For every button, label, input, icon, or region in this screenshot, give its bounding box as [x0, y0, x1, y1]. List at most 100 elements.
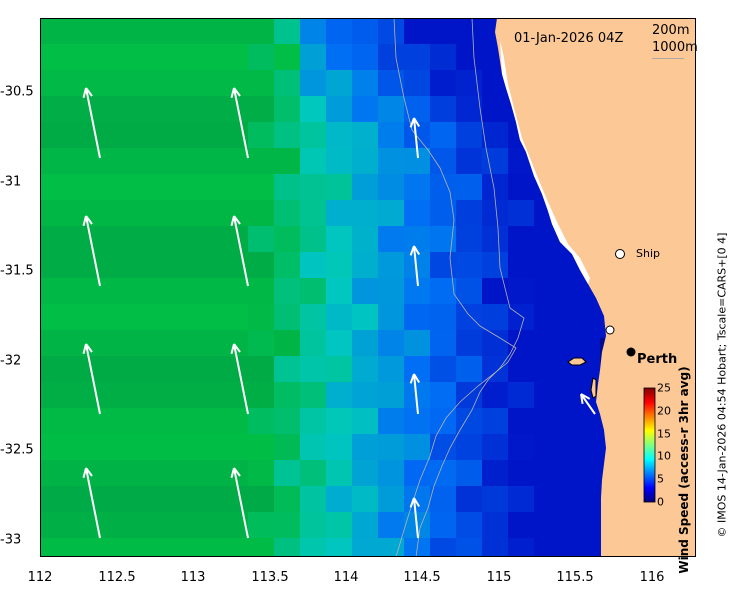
wind-cell: [274, 174, 300, 200]
wind-cell: [378, 96, 404, 122]
wind-cell: [118, 44, 144, 70]
x-tick-label: 114.5: [403, 570, 441, 585]
wind-cell: [40, 96, 66, 122]
wind-cell: [326, 486, 352, 512]
wind-cell: [222, 356, 248, 382]
wind-cell: [118, 278, 144, 304]
wind-cell: [352, 278, 378, 304]
wind-cell: [118, 252, 144, 278]
wind-cell: [352, 356, 378, 382]
wind-cell: [404, 226, 430, 252]
wind-cell: [222, 174, 248, 200]
wind-cell: [456, 512, 482, 538]
ship-track-marker: [605, 325, 615, 335]
wind-cell: [352, 148, 378, 174]
wind-cell: [274, 512, 300, 538]
colorbar-tick: 25: [657, 381, 671, 395]
wind-cell: [430, 70, 456, 96]
wind-cell: [404, 44, 430, 70]
wind-cell: [482, 512, 508, 538]
wind-cell: [118, 18, 144, 44]
wind-cell: [248, 408, 274, 434]
wind-cell: [196, 70, 222, 96]
wind-cell: [196, 96, 222, 122]
wind-cell: [92, 304, 118, 330]
y-tick-label: -30.5: [0, 84, 34, 100]
ship-marker: [615, 249, 625, 259]
wind-cell: [378, 486, 404, 512]
wind-cell: [378, 538, 404, 557]
wind-cell: [274, 252, 300, 278]
wind-cell: [482, 304, 508, 330]
wind-cell: [404, 18, 430, 44]
wind-arrow: [230, 215, 249, 287]
wind-cell: [248, 538, 274, 557]
wind-arrow: [82, 343, 101, 415]
wind-cell: [378, 122, 404, 148]
wind-cell: [508, 200, 534, 226]
wind-cell: [352, 252, 378, 278]
wind-cell: [66, 356, 92, 382]
wind-cell: [144, 44, 170, 70]
wind-cell: [456, 356, 482, 382]
wind-cell: [456, 200, 482, 226]
wind-cell: [40, 538, 66, 557]
wind-cell: [92, 200, 118, 226]
wind-cell: [378, 382, 404, 408]
wind-cell: [352, 512, 378, 538]
wind-cell: [326, 252, 352, 278]
wind-cell: [430, 278, 456, 304]
x-tick-label: 115: [486, 570, 512, 585]
wind-cell: [196, 460, 222, 486]
wind-cell: [352, 382, 378, 408]
wind-cell: [482, 408, 508, 434]
wind-cell: [144, 226, 170, 252]
wind-cell: [170, 434, 196, 460]
wind-cell: [118, 70, 144, 96]
wind-cell: [300, 460, 326, 486]
wind-cell: [456, 96, 482, 122]
wind-cell: [560, 408, 586, 434]
wind-cell: [300, 148, 326, 174]
wind-cell: [404, 200, 430, 226]
wind-cell: [118, 512, 144, 538]
y-tick-label: -31: [0, 174, 22, 190]
wind-cell: [170, 304, 196, 330]
contour-legend-line: [652, 58, 684, 59]
wind-cell: [534, 304, 560, 330]
wind-cell: [66, 122, 92, 148]
wind-cell: [326, 304, 352, 330]
wind-cell: [560, 278, 586, 304]
wind-cell: [508, 408, 534, 434]
wind-cell: [196, 18, 222, 44]
wind-cell: [144, 330, 170, 356]
wind-cell: [326, 460, 352, 486]
wind-cell: [92, 460, 118, 486]
x-tick-label: 115.5: [556, 570, 594, 585]
wind-cell: [326, 408, 352, 434]
wind-cell: [482, 434, 508, 460]
wind-cell: [482, 382, 508, 408]
wind-cell: [196, 356, 222, 382]
wind-cell: [40, 252, 66, 278]
wind-cell: [40, 460, 66, 486]
wind-cell: [352, 226, 378, 252]
wind-cell: [430, 408, 456, 434]
ship-label: Ship: [636, 247, 660, 260]
wind-cell: [456, 44, 482, 70]
wind-cell: [144, 356, 170, 382]
wind-cell: [534, 538, 560, 557]
colorbar-tick: 15: [657, 427, 671, 441]
wind-cell: [170, 148, 196, 174]
wind-cell: [534, 382, 560, 408]
wind-cell: [196, 174, 222, 200]
wind-cell: [274, 408, 300, 434]
wind-cell: [118, 226, 144, 252]
wind-cell: [534, 512, 560, 538]
wind-arrow: [82, 467, 101, 539]
wind-cell: [66, 434, 92, 460]
wind-cell: [300, 330, 326, 356]
colorbar-tick: 5: [657, 472, 664, 486]
wind-cell: [248, 460, 274, 486]
colorbar: [643, 387, 656, 503]
